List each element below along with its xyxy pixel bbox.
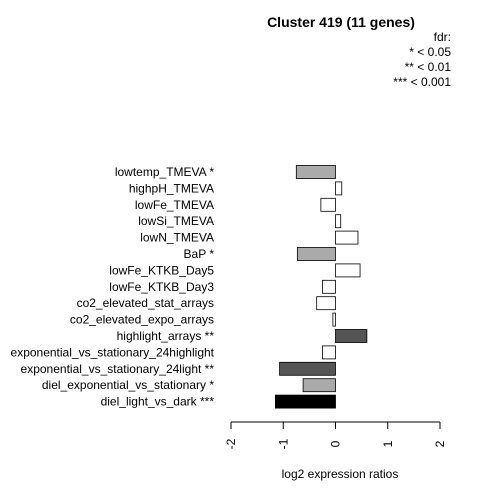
bar-8	[316, 296, 336, 311]
x-tick-label-0: -2	[224, 438, 238, 449]
bar-7	[322, 279, 336, 294]
category-label-11: exponential_vs_stationary_24highlight	[11, 345, 215, 359]
category-label-6: lowFe_KTKB_Day5	[109, 263, 214, 277]
category-label-3: lowSi_TMEVA	[138, 214, 214, 228]
bar-12	[279, 361, 336, 376]
legend-entry-2: ** < 0.01	[405, 60, 452, 74]
bar-11	[322, 345, 336, 360]
category-label-7: lowFe_KTKB_Day3	[109, 280, 214, 294]
bar-10	[335, 329, 368, 343]
bar-1	[335, 181, 343, 196]
category-label-1: highpH_TMEVA	[129, 181, 214, 195]
category-label-2: lowFe_TMEVA	[135, 198, 214, 212]
bar-2	[320, 197, 336, 212]
category-label-13: diel_exponential_vs_stationary *	[42, 378, 214, 392]
category-label-5: BaP *	[184, 247, 215, 261]
bar-5	[296, 247, 336, 261]
x-axis-label: log2 expression ratios	[282, 467, 399, 481]
bar-4	[335, 230, 359, 245]
x-axis-ticks: -2 -1 0 1 2	[224, 422, 447, 449]
category-label-14: diel_light_vs_dark ***	[101, 395, 215, 409]
x-tick-label-4: 2	[433, 440, 447, 447]
bar-13	[302, 378, 336, 393]
bar-9	[332, 312, 336, 327]
category-label-9: co2_elevated_expo_arrays	[70, 313, 214, 327]
category-label-12: exponential_vs_stationary_24light **	[21, 362, 215, 376]
x-tick-label-2: 0	[329, 440, 343, 447]
category-label-8: co2_elevated_stat_arrays	[77, 296, 214, 310]
bar-0	[295, 165, 336, 179]
legend-entry-3: *** < 0.001	[393, 75, 451, 89]
legend-title: fdr:	[434, 30, 451, 44]
chart-title: Cluster 419 (11 genes)	[267, 14, 415, 30]
x-tick-label-1: -1	[276, 438, 290, 449]
bar-6	[335, 263, 361, 278]
bars-group	[275, 165, 368, 409]
category-labels: lowtemp_TMEVA * highpH_TMEVA lowFe_TMEVAlo…	[11, 165, 215, 409]
category-label-0: lowtemp_TMEVA *	[115, 165, 214, 179]
bar-14	[275, 394, 336, 409]
category-label-10: highlight_arrays **	[117, 329, 215, 343]
bar-3	[335, 214, 342, 229]
legend-entry-1: * < 0.05	[409, 45, 451, 59]
category-label-4: lowN_TMEVA	[140, 231, 214, 245]
x-tick-label-3: 1	[381, 440, 395, 447]
